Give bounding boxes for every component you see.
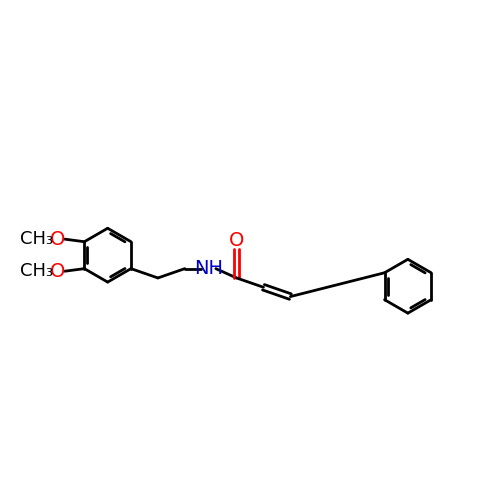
Text: CH₃: CH₃: [20, 262, 53, 280]
Text: O: O: [50, 230, 66, 248]
Text: O: O: [229, 231, 244, 250]
Text: CH₃: CH₃: [20, 230, 53, 248]
Text: NH: NH: [194, 259, 223, 278]
Text: O: O: [50, 262, 66, 280]
